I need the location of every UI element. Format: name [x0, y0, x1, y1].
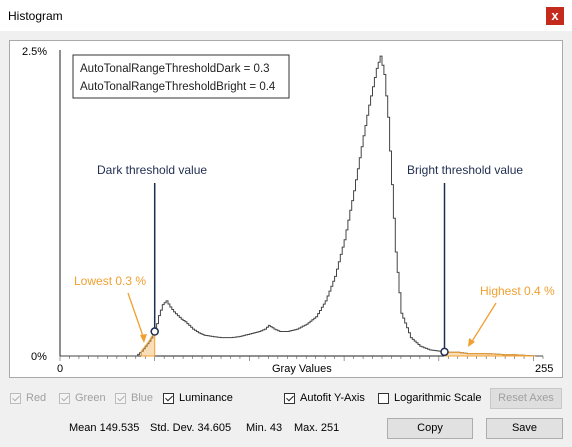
autofit-checkbox-label: Autofit Y-Axis [300, 392, 365, 404]
blue-checkbox-box[interactable] [115, 392, 126, 404]
lowest-arrowhead [140, 334, 147, 343]
x-axis-title: Gray Values [272, 363, 332, 375]
blue-checkbox[interactable]: Blue [115, 392, 153, 404]
histogram-chart: AutoTonalRangeThresholdDark = 0.3 AutoTo… [59, 50, 555, 361]
red-checkbox-box[interactable] [10, 392, 21, 404]
log-scale-checkbox-label: Logarithmic Scale [394, 392, 482, 404]
stat-std-dev: Std. Dev. 34.605 [150, 422, 232, 434]
x-ticks [59, 356, 544, 361]
log-scale-checkbox[interactable]: Logarithmic Scale [378, 392, 481, 404]
info-line-2: AutoTonalRangeThresholdBright = 0.4 [80, 81, 276, 93]
highest-region [444, 351, 536, 357]
lowest-label: Lowest 0.3 % [74, 274, 146, 288]
lowest-region [140, 329, 156, 357]
dark-threshold-marker [150, 327, 159, 336]
x-right-label: 255 [535, 363, 554, 375]
stat-min: Min. 43 [246, 422, 283, 434]
log-scale-checkbox-box[interactable] [378, 392, 389, 404]
highest-arrowhead [468, 338, 475, 347]
bright-threshold-marker [440, 347, 449, 357]
info-line-1: AutoTonalRangeThresholdDark = 0.3 [80, 63, 270, 75]
histogram-line [60, 55, 543, 357]
red-checkbox[interactable]: Red [10, 392, 46, 404]
y-bottom-label: 0% [31, 351, 47, 363]
green-checkbox-box[interactable] [59, 392, 70, 404]
y-top-label: 2.5% [22, 46, 48, 58]
close-icon: x [551, 8, 559, 23]
histogram-plot: AutoTonalRangeThresholdDark = 0.3 AutoTo… [9, 40, 563, 378]
title-bar: Histogram x [0, 0, 572, 31]
close-button[interactable]: x [546, 7, 564, 25]
bright-threshold-label: Bright threshold value [407, 163, 523, 177]
highest-label: Highest 0.4 % [480, 284, 555, 298]
stat-max: Max. 251 [294, 422, 340, 434]
green-checkbox[interactable]: Green [59, 392, 106, 404]
save-button[interactable]: Save [486, 418, 563, 439]
blue-checkbox-label: Blue [131, 392, 154, 404]
highest-arrow [470, 302, 497, 344]
dark-threshold-label: Dark threshold value [97, 163, 207, 177]
lowest-arrow [127, 292, 145, 340]
green-checkbox-label: Green [75, 392, 106, 404]
luminance-checkbox-label: Luminance [179, 392, 233, 404]
autofit-checkbox-box[interactable] [284, 392, 295, 404]
info-box [72, 54, 290, 99]
copy-button[interactable]: Copy [387, 418, 473, 439]
x-left-label: 0 [57, 363, 64, 375]
stat-mean: Mean 149.535 [69, 422, 140, 434]
red-checkbox-label: Red [26, 392, 47, 404]
luminance-checkbox[interactable]: Luminance [163, 392, 233, 404]
reset-axes-button[interactable]: Reset Axes [490, 388, 562, 409]
window-title: Histogram [8, 9, 63, 23]
autofit-checkbox[interactable]: Autofit Y-Axis [284, 392, 365, 404]
luminance-checkbox-box[interactable] [163, 392, 174, 404]
